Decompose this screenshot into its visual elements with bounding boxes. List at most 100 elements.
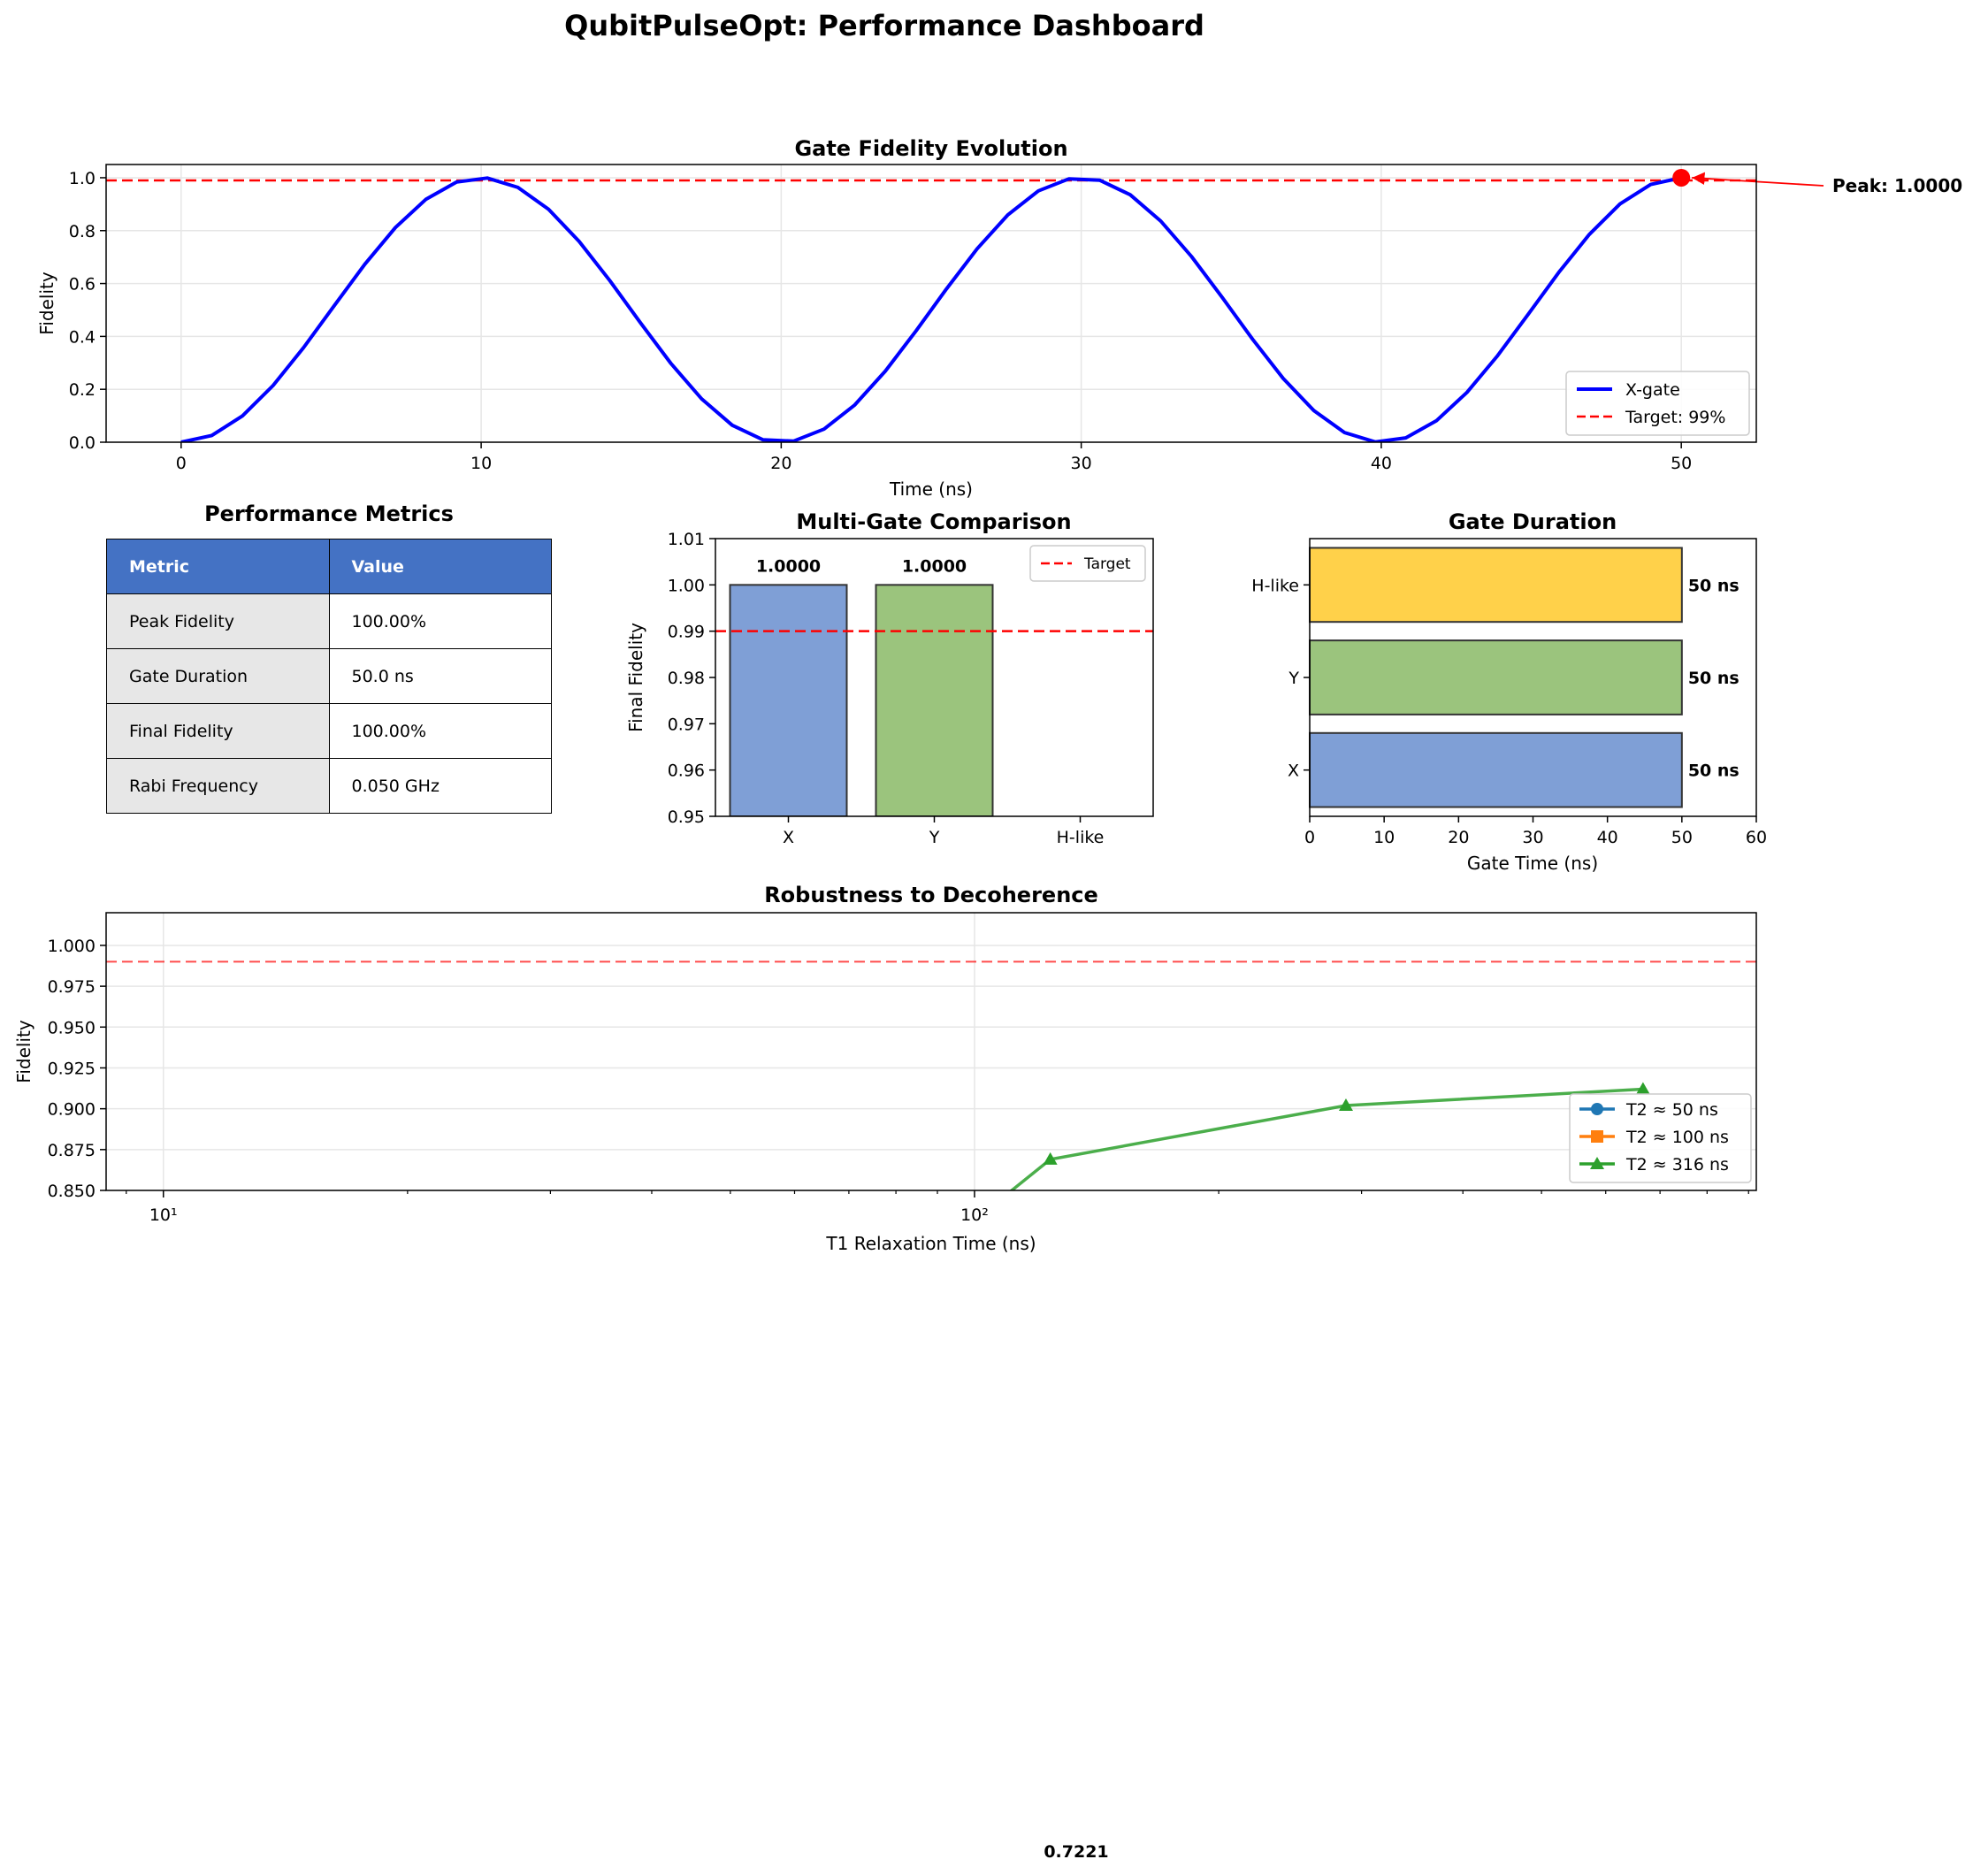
x-tick-label: 40 <box>1371 454 1392 473</box>
fidelity-evolution-x-ticks: 0 10 20 30 40 50 <box>176 442 1692 473</box>
robustness-grid <box>106 913 1756 1191</box>
metric-value: 100.00% <box>328 593 552 649</box>
legend-t2-100: T2 ≈ 100 ns <box>1625 1128 1729 1147</box>
performance-metrics-table: Metric Value Peak Fidelity 100.00% Gate … <box>106 539 552 814</box>
fidelity-evolution-legend: X-gate Target: 99% <box>1565 371 1750 436</box>
y-tick-label: 0.96 <box>668 761 705 781</box>
gate-duration-bars: 50 ns 50 ns 50 ns <box>1309 547 1740 808</box>
peak-annotation-arrow <box>1692 172 1824 187</box>
peak-marker <box>1672 168 1691 187</box>
performance-metrics-title: Performance Metrics <box>204 501 454 526</box>
y-tick-label: 0.98 <box>668 669 705 688</box>
x-tick-label: 0 <box>176 454 187 473</box>
y-tick-label: 1.000 <box>48 937 96 956</box>
x-tick-label: X <box>783 828 794 847</box>
multi-gate-value-labels: 1.0000 1.0000 <box>756 556 967 576</box>
y-tick-label: 1.00 <box>668 576 705 595</box>
bar-y <box>875 584 994 816</box>
y-tick-label: 0.975 <box>48 977 96 997</box>
metric-value: 0.050 GHz <box>328 758 552 814</box>
bar-x <box>729 584 848 816</box>
stray-value-label: 0.7221 <box>1044 1842 1108 1862</box>
legend-x-gate: X-gate <box>1625 380 1680 400</box>
y-tick-label: 1.01 <box>668 530 705 549</box>
triangle-marker <box>1338 1098 1353 1111</box>
y-tick-label: 0.900 <box>48 1100 96 1120</box>
y-tick-label: 0.97 <box>668 715 705 734</box>
x-tick-label: 50 <box>1671 454 1692 473</box>
gate-duration-title: Gate Duration <box>1449 509 1617 534</box>
x-tick-label: 30 <box>1522 828 1543 847</box>
table-header-row: Metric Value <box>106 539 552 594</box>
metric-value: 50.0 ns <box>328 648 552 704</box>
bar-value-label: 1.0000 <box>756 556 821 576</box>
table-row: Final Fidelity 100.00% <box>106 703 552 759</box>
triangle-marker <box>1043 1152 1058 1165</box>
multi-gate-y-label: Final Fidelity <box>625 623 646 732</box>
table-header-metric: Metric <box>106 539 330 594</box>
x-tick-label: 10 <box>470 454 492 473</box>
fidelity-evolution-panel: Gate Fidelity Evolution Peak: 1.0000 0 10… <box>36 136 1962 500</box>
y-tick-label: 0.925 <box>48 1059 96 1078</box>
x-tick-label: H-like <box>1057 828 1105 847</box>
legend-target: Target: 99% <box>1625 408 1725 427</box>
y-tick-label: H-like <box>1251 576 1299 595</box>
triangle-marker <box>1635 1082 1650 1095</box>
triangle-marker <box>740 1396 754 1408</box>
duration-bar-h-like <box>1309 547 1683 624</box>
gate-duration-frame <box>1309 538 1757 817</box>
duration-bar-y <box>1309 639 1683 715</box>
multi-gate-frame <box>715 538 1154 817</box>
y-tick-label: 0.8 <box>69 222 96 241</box>
bar-value-label: 1.0000 <box>902 556 967 576</box>
y-tick-label: 0.0 <box>69 433 96 453</box>
x-tick-label: 10 <box>1373 828 1395 847</box>
x-gate-fidelity-line <box>180 176 1682 442</box>
robustness-panel: Robustness to Decoherence 10¹ 10² 0.850 0.8… <box>13 883 1757 1408</box>
x-tick-label: 30 <box>1071 454 1092 473</box>
duration-value-label: 50 ns <box>1688 761 1740 781</box>
duration-value-label: 50 ns <box>1688 669 1740 688</box>
triangle-marker <box>1590 1157 1604 1169</box>
fidelity-evolution-y-ticks: 0.0 0.2 0.4 0.6 0.8 1.0 <box>69 169 106 453</box>
y-tick-label: 0.950 <box>48 1018 96 1037</box>
square-marker <box>1591 1130 1603 1143</box>
robustness-y-label: Fidelity <box>13 1020 34 1083</box>
robustness-title: Robustness to Decoherence <box>764 883 1098 907</box>
gate-duration-panel: Gate Duration 50 ns 50 ns 50 ns X Y H-like 0 1… <box>1251 509 1767 874</box>
legend-t2-316: T2 ≈ 316 ns <box>1625 1155 1729 1175</box>
table-header-value: Value <box>328 539 552 594</box>
multi-gate-panel: Multi-Gate Comparison 0.950.960.970.980.… <box>625 509 1154 847</box>
y-tick-label: 0.95 <box>668 807 705 827</box>
x-tick-label: 60 <box>1746 828 1767 847</box>
robustness-ticks: 10¹ 10² 0.850 0.875 0.900 0.925 0.950 0.975 1.00… <box>48 937 1749 1225</box>
gate-duration-ticks: X Y H-like 0 10 20 30 40 50 60 <box>1251 576 1767 847</box>
y-tick-label: 0.875 <box>48 1141 96 1160</box>
dashboard-title: QubitPulseOpt: Performance Dashboard <box>564 9 1204 42</box>
x-tick-label: 50 <box>1671 828 1693 847</box>
table-row: Rabi Frequency 0.050 GHz <box>106 758 552 814</box>
metric-name: Peak Fidelity <box>106 593 330 649</box>
gate-duration-x-label: Gate Time (ns) <box>1467 853 1598 874</box>
fidelity-evolution-grid <box>106 165 1756 443</box>
legend-t2-50: T2 ≈ 50 ns <box>1625 1100 1718 1120</box>
x-tick-label: 10¹ <box>149 1205 178 1225</box>
x-tick-label: 40 <box>1597 828 1618 847</box>
x-tick-label: 20 <box>1448 828 1469 847</box>
fidelity-evolution-y-label: Fidelity <box>36 272 57 335</box>
x-tick-label: 0 <box>1304 828 1315 847</box>
y-tick-label: 0.6 <box>69 275 96 295</box>
multi-gate-legend: Target <box>1029 545 1146 582</box>
legend-target-multi: Target <box>1083 555 1131 573</box>
y-tick-label: 0.99 <box>668 623 705 642</box>
multi-gate-y-ticks: 0.95 0.96 0.97 0.98 0.99 1.00 1.01 <box>668 530 715 827</box>
duration-value-label: 50 ns <box>1688 576 1740 595</box>
robustness-frame <box>105 912 1757 1191</box>
multi-gate-x-ticks: X Y H-like <box>783 816 1104 847</box>
table-row: Peak Fidelity 100.00% <box>106 593 552 649</box>
multi-gate-title: Multi-Gate Comparison <box>796 509 1071 534</box>
metric-name: Gate Duration <box>106 648 330 704</box>
duration-bar-x <box>1309 731 1683 808</box>
x-tick-label: Y <box>929 828 940 847</box>
